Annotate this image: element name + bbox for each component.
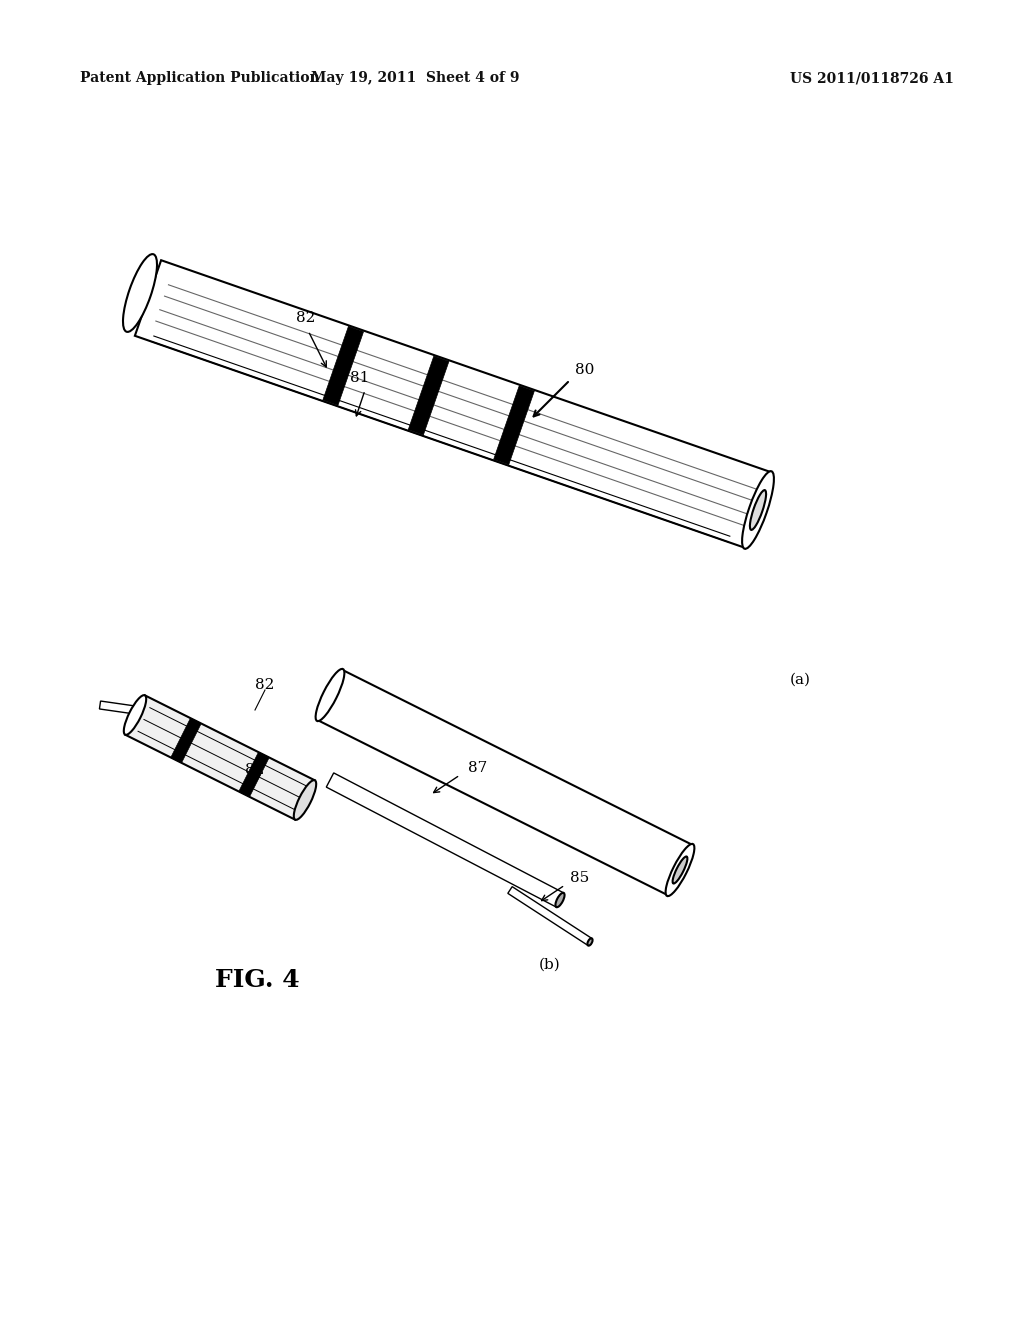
Ellipse shape — [673, 857, 687, 883]
Text: 81: 81 — [350, 371, 370, 385]
Polygon shape — [409, 356, 449, 436]
Text: May 19, 2011  Sheet 4 of 9: May 19, 2011 Sheet 4 of 9 — [310, 71, 519, 84]
Ellipse shape — [742, 471, 774, 549]
Polygon shape — [323, 326, 364, 405]
Ellipse shape — [315, 669, 344, 721]
Text: 82: 82 — [296, 310, 315, 325]
Polygon shape — [327, 774, 563, 907]
Ellipse shape — [123, 255, 157, 331]
Polygon shape — [239, 752, 269, 797]
Text: (b): (b) — [539, 958, 561, 972]
Ellipse shape — [588, 939, 593, 945]
Polygon shape — [99, 701, 135, 714]
Text: (a): (a) — [790, 673, 811, 686]
Text: 82: 82 — [255, 678, 274, 692]
Ellipse shape — [555, 892, 564, 907]
Text: FIG. 4: FIG. 4 — [215, 968, 300, 993]
Polygon shape — [317, 671, 692, 895]
Ellipse shape — [294, 780, 316, 820]
Ellipse shape — [750, 490, 766, 529]
Text: 80: 80 — [575, 363, 594, 378]
Text: 87: 87 — [468, 762, 487, 775]
Text: 85: 85 — [570, 871, 589, 884]
Text: 82: 82 — [246, 763, 264, 777]
Polygon shape — [125, 696, 314, 820]
Ellipse shape — [124, 696, 146, 735]
Polygon shape — [494, 385, 535, 465]
Polygon shape — [508, 887, 592, 945]
Polygon shape — [135, 260, 771, 548]
Text: Patent Application Publication: Patent Application Publication — [80, 71, 319, 84]
Ellipse shape — [666, 843, 694, 896]
Polygon shape — [171, 718, 201, 763]
Text: US 2011/0118726 A1: US 2011/0118726 A1 — [790, 71, 954, 84]
